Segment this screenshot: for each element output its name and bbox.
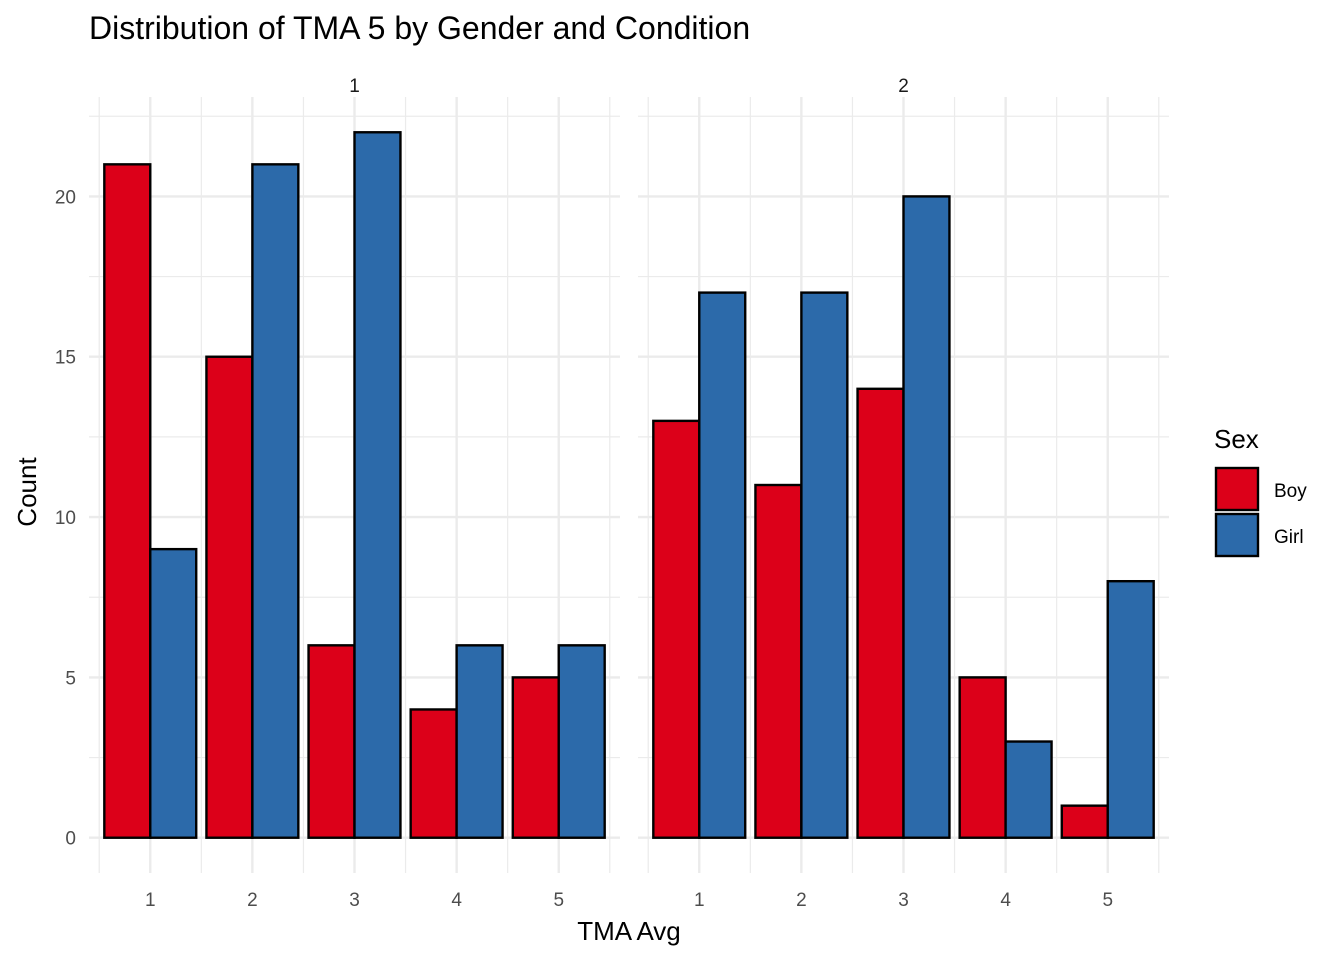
- legend-label: Boy: [1274, 481, 1307, 502]
- bar-boy-5: [1060, 804, 1109, 839]
- legend-label: Girl: [1274, 527, 1304, 548]
- y-tick-label: 5: [65, 668, 76, 689]
- bars: [652, 195, 1155, 839]
- bar-girl-5: [1106, 579, 1155, 839]
- bar-girl-3: [353, 131, 402, 839]
- x-tick-label: 3: [898, 890, 909, 911]
- bar-boy-4: [409, 708, 458, 839]
- bar-girl-3: [902, 195, 951, 839]
- legend-swatch: [1214, 466, 1260, 512]
- facet-panel-2: 2 1 2 3 4 5: [638, 76, 1169, 911]
- x-axis-label: TMA Avg: [577, 916, 681, 946]
- x-tick-labels: 1 2 3 4 5: [694, 890, 1113, 911]
- x-tick-labels: 1 2 3 4 5: [145, 890, 564, 911]
- facet-strip-label: 1: [349, 76, 360, 97]
- bars: [103, 131, 606, 839]
- bar-boy-2: [754, 483, 803, 839]
- bar-girl-4: [455, 644, 504, 839]
- x-tick-label: 5: [1102, 890, 1113, 911]
- facet-panel-1: 1 1 2 3 4 5 0 5 10 15 20: [55, 76, 620, 911]
- bar-girl-2: [251, 163, 300, 839]
- bar-boy-5: [511, 676, 560, 839]
- x-tick-label: 4: [451, 890, 462, 911]
- y-tick-label: 0: [65, 829, 76, 850]
- chart-title: Distribution of TMA 5 by Gender and Cond…: [89, 10, 750, 46]
- y-tick-label: 10: [55, 508, 76, 529]
- bar-girl-4: [1004, 740, 1053, 839]
- facet-strip-label: 2: [898, 76, 909, 97]
- legend-item-girl: Girl: [1214, 512, 1304, 558]
- y-axis-label: Count: [12, 457, 42, 527]
- bar-boy-2: [205, 355, 254, 839]
- x-tick-label: 5: [553, 890, 564, 911]
- x-tick-label: 3: [349, 890, 360, 911]
- legend-title: Sex: [1214, 424, 1259, 454]
- bar-girl-1: [149, 547, 198, 839]
- legend-swatch: [1214, 512, 1260, 558]
- legend-item-boy: Boy: [1214, 466, 1307, 512]
- x-tick-label: 4: [1000, 890, 1011, 911]
- bar-boy-1: [103, 163, 152, 839]
- facet-panels: 1 1 2 3 4 5 0 5 10 15 20 2 1 2 3 4 5: [55, 76, 1169, 911]
- bar-boy-3: [856, 387, 905, 839]
- bar-girl-2: [800, 291, 849, 839]
- bar-girl-5: [557, 644, 606, 839]
- y-tick-label: 15: [55, 348, 76, 369]
- legend: Sex Boy Girl: [1214, 424, 1307, 558]
- legend-items: Boy Girl: [1214, 466, 1307, 558]
- x-tick-label: 2: [796, 890, 807, 911]
- y-tick-label: 20: [55, 187, 76, 208]
- y-tick-labels: 0 5 10 15 20: [55, 187, 76, 849]
- x-tick-label: 1: [145, 890, 156, 911]
- bar-boy-4: [958, 676, 1007, 839]
- x-tick-label: 1: [694, 890, 705, 911]
- bar-boy-1: [652, 419, 701, 839]
- bar-boy-3: [307, 644, 356, 839]
- x-tick-label: 2: [247, 890, 258, 911]
- bar-girl-1: [698, 291, 747, 839]
